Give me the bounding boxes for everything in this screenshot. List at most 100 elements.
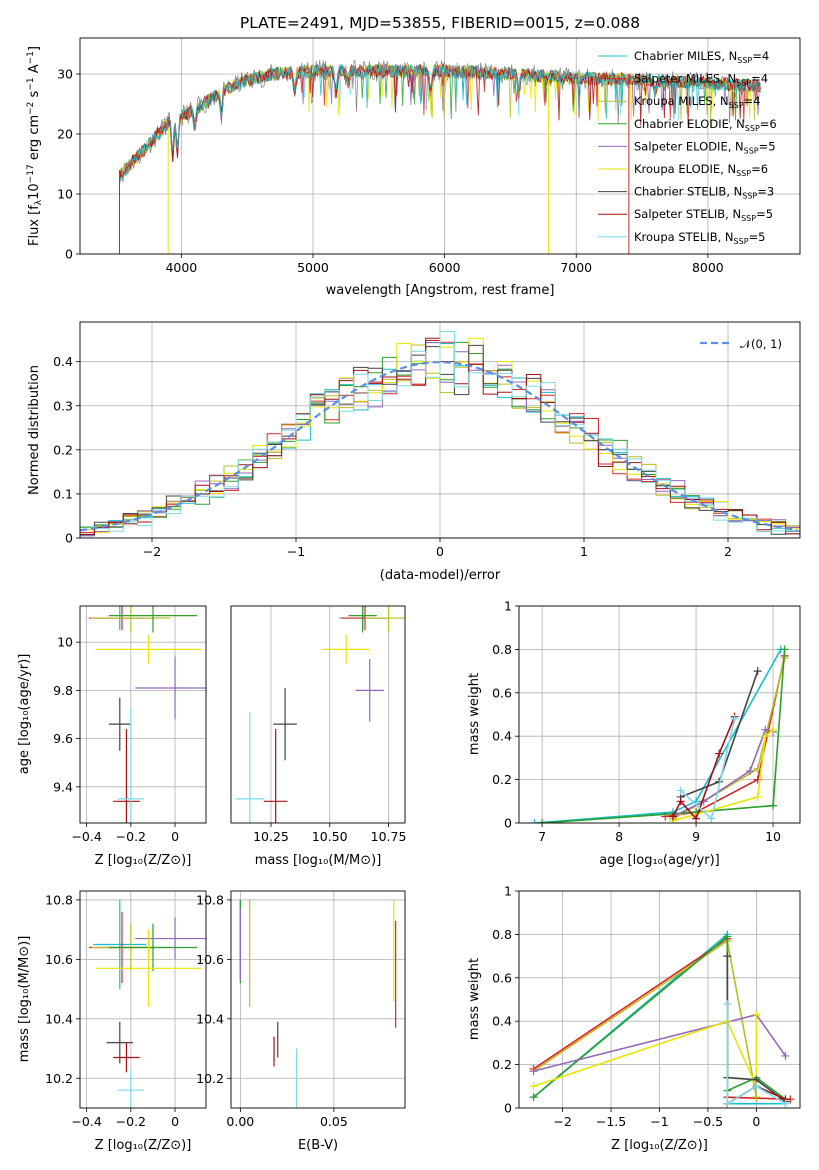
legend-sub: SSP — [736, 79, 751, 88]
x-tick-label: 10.25 — [253, 829, 289, 844]
y-tick-label: 9.6 — [53, 731, 73, 746]
x-tick-label: 0 — [436, 544, 444, 559]
panel-8: −2 −1.5 −1 −0.5 0 0 0.2 0.4 0.6 0.8 1 Z [log₁₀(Z/Z⊙… — [467, 884, 801, 1153]
x-axis-label: age [log₁₀(age/yr)] — [599, 853, 720, 868]
y-tick-label: 9.8 — [53, 683, 73, 698]
x-tick-label: −2 — [143, 544, 161, 559]
axes: 7 8 9 10 0 0.2 0.4 0.6 0.8 1 — [492, 599, 781, 845]
weight-series — [672, 729, 774, 822]
x-tick-label: 1 — [580, 544, 588, 559]
x-tick-label: −0.4 — [71, 1114, 101, 1129]
weight-marker — [753, 792, 762, 801]
y-tick-label: 0.8 — [492, 927, 512, 942]
axes: −2 −1.5 −1 −0.5 0 0 0.2 0.4 0.6 0.8 1 — [492, 884, 760, 1130]
y-label-part: λ — [34, 199, 44, 205]
weight-marker — [529, 1082, 538, 1091]
y-label-part: −1 — [26, 77, 36, 90]
y-label-part: erg cm — [27, 115, 42, 164]
legend-tail: =5 — [749, 230, 766, 244]
axes: −0.4 −0.2 0 10.2 10.4 10.6 10.8 — [45, 892, 179, 1129]
axes-frame — [230, 890, 406, 1109]
legend-text: Salpeter ELODIE, N — [634, 139, 744, 153]
y-tick-label: 0.1 — [53, 486, 73, 501]
y-label-part: Flux [f — [27, 205, 42, 246]
x-tick-label: 0 — [752, 1114, 760, 1129]
axes-frame — [79, 37, 801, 255]
y-tick-label: 0.4 — [492, 729, 512, 744]
plot-area — [88, 899, 206, 1108]
y-tick-label: 9.4 — [53, 779, 73, 794]
plot-area — [235, 606, 405, 823]
weight-marker — [692, 814, 701, 823]
x-tick-label: 0.05 — [320, 1114, 348, 1129]
plot-area — [529, 930, 795, 1108]
x-tick-label: −1 — [287, 544, 305, 559]
panel-5: 7 8 9 10 0 0.2 0.4 0.6 0.8 1 age [log₁₀(age/yr)] ma… — [467, 599, 801, 868]
legend-sub: SSP — [744, 146, 759, 155]
y-tick-label: 10.4 — [45, 1011, 73, 1026]
panel-4: 10.25 10.50 10.75 mass [log₁₀(M/M⊙)] — [230, 605, 406, 868]
y-label-part: s — [27, 90, 42, 101]
y-tick-label: 10.2 — [196, 1071, 224, 1086]
y-axis-label: Flux [fλ10−17 erg cm−2 s−1 A−1] — [26, 46, 44, 246]
x-tick-label: −0.4 — [71, 829, 101, 844]
weight-marker — [676, 786, 685, 795]
y-tick-label: 0.2 — [492, 772, 512, 787]
x-tick-label: 6000 — [429, 260, 461, 275]
legend-tail: =6 — [751, 162, 768, 176]
legend-text: Chabrier ELODIE, N — [634, 117, 745, 131]
legend-text: Kroupa STELIB, N — [634, 230, 734, 244]
weight-marker — [538, 819, 547, 823]
x-axis-label: Z [log₁₀(Z/Z⊙)] — [95, 1138, 192, 1153]
x-tick-label: −2 — [553, 1114, 571, 1129]
x-tick-label: 9 — [692, 829, 700, 844]
axes: 10.25 10.50 10.75 — [253, 823, 406, 844]
legend-sub: SSP — [729, 101, 744, 110]
y-tick-label: 10.6 — [196, 952, 224, 967]
grid — [270, 606, 389, 823]
weight-series — [533, 939, 758, 1098]
weight-marker — [745, 766, 754, 775]
legend-text: Salpeter STELIB, N — [634, 207, 741, 221]
y-tick-label: 0.4 — [53, 354, 73, 369]
spectrum-model — [119, 63, 761, 183]
x-axis-label: E(B-V) — [298, 1138, 338, 1153]
weight-marker — [780, 645, 789, 654]
y-tick-label: 0 — [504, 816, 512, 831]
panel-7: 0.00 0.05 10.2 10.4 10.6 10.8 E(B-V) — [196, 890, 406, 1153]
weight-marker — [730, 714, 739, 723]
x-axis-label: wavelength [Angstrom, rest frame] — [326, 283, 555, 298]
weight-marker — [723, 952, 732, 961]
weight-marker — [529, 1093, 538, 1102]
grid — [80, 606, 206, 823]
y-axis-label: mass [log₁₀(M/M⊙)] — [17, 936, 32, 1063]
plot-area — [239, 899, 397, 1108]
y-label-part: −1 — [26, 51, 36, 64]
y-label-part: 10 — [27, 183, 42, 200]
axes-frame — [79, 605, 207, 824]
y-tick-label: 10 — [57, 635, 73, 650]
gaussian-curve — [80, 360, 798, 532]
panel-1: 4000 5000 6000 7000 8000 0 10 20 30 wavelength [A… — [26, 37, 801, 298]
x-axis-label: Z [log₁₀(Z/Z⊙)] — [611, 1138, 708, 1153]
x-tick-label: 7 — [538, 829, 546, 844]
legend-sub: SSP — [737, 56, 752, 65]
legend-label: Chabrier MILES, NSSP=4 — [634, 49, 769, 65]
x-axis-label: Z [log₁₀(Z/Z⊙)] — [95, 853, 192, 868]
y-tick-label: 0.8 — [492, 642, 512, 657]
figure-title: PLATE=2491, MJD=53855, FIBERID=0015, z=0… — [240, 14, 640, 32]
legend-sub: SSP — [736, 169, 751, 178]
weight-marker — [752, 1010, 761, 1019]
axes: 0.00 0.05 10.2 10.4 10.6 10.8 — [196, 892, 348, 1129]
weight-marker — [769, 801, 778, 810]
legend-text: Kroupa ELODIE, N — [634, 162, 736, 176]
weight-marker — [715, 749, 724, 758]
y-label-part: −17 — [26, 164, 36, 183]
x-axis-label: mass [log₁₀(M/M⊙)] — [255, 853, 382, 868]
axes-frame — [79, 890, 207, 1109]
legend-label: 𝒩(0, 1) — [740, 337, 782, 351]
weight-marker — [781, 1099, 790, 1108]
x-tick-label: −0.2 — [116, 829, 146, 844]
legend-tail: =5 — [756, 207, 773, 221]
